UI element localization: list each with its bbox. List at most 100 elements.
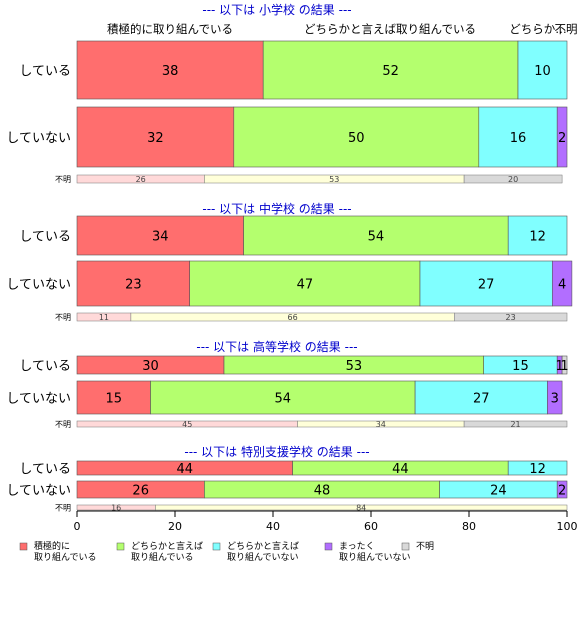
bar-segment [556,480,568,499]
data-label: 15 [512,359,529,374]
bar-segment [478,106,558,168]
group-title: --- 以下は 小学校 の結果 --- [202,2,351,17]
unknown-segment [463,420,568,428]
data-label: 16 [510,131,527,146]
data-label: 52 [382,64,399,79]
column-header: 不明 [555,22,578,36]
legend-label: 取り組んでいる [34,551,97,563]
data-label: 10 [534,64,551,79]
unknown-data-label: 16 [111,504,121,513]
data-label: 15 [105,392,122,407]
data-label: 4 [558,278,566,293]
row-label: している [19,462,71,477]
data-label: 27 [473,392,490,407]
bar-segment [76,106,235,168]
legend-label: 不明 [416,541,434,552]
bar-segment [150,380,416,415]
legend-swatch [212,542,221,551]
x-tick-label: 40 [266,520,280,533]
bar-segment [419,260,553,307]
bar-segment [517,40,568,100]
legend-swatch [324,542,333,551]
x-tick-label: 80 [462,520,476,533]
data-label: 1 [560,359,568,374]
row-label: している [19,359,71,374]
bar-segment [556,106,568,168]
unknown-data-label: 84 [356,504,366,513]
column-header: どちらかと言えば取り組んでいる [304,22,476,36]
legend-label: 積極的に [34,540,70,552]
bar-segment [561,355,568,375]
unknown-data-label: 21 [510,420,520,429]
bar-segment [233,106,480,168]
legend-swatch [116,542,125,551]
data-label: 53 [346,359,363,374]
unknown-segment [454,312,568,322]
data-label: 50 [348,131,365,146]
unknown-row-label: 不明 [55,313,71,322]
legend-swatch [19,542,28,551]
bar-segment [507,215,568,256]
legend-label: どちらかと言えば [227,540,299,552]
unknown-data-label: 23 [506,313,516,322]
unknown-data-label: 11 [99,313,109,322]
bar-segment [414,380,548,415]
legend-label: どちらかと言えば [131,540,203,552]
bar-segment [547,380,563,415]
data-label: 27 [478,278,495,293]
legend-label: 取り組んでいる [131,551,194,563]
bar-segment [551,260,573,307]
row-label: している [19,64,71,79]
group-title: --- 以下は 中学校 の結果 --- [202,201,351,216]
data-label: 38 [162,64,179,79]
data-label: 34 [152,230,169,245]
group-title: --- 以下は 特別支援学校 の結果 --- [184,444,369,459]
legend-label: まったく [339,541,375,552]
data-label: 30 [142,359,159,374]
x-tick-label: 0 [74,520,81,533]
unknown-data-label: 45 [182,420,192,429]
row-label: していない [6,484,71,499]
x-tick-label: 20 [168,520,182,533]
data-label: 48 [314,484,331,499]
bar-segment [507,460,568,476]
row-label: している [19,230,71,245]
column-header: 積極的に取り組んでいる [107,22,233,36]
data-label: 23 [125,278,142,293]
unknown-data-label: 66 [288,313,298,322]
unknown-segment [155,504,568,511]
column-header: どちらか… [509,22,567,36]
row-label: していない [6,131,71,146]
data-label: 12 [529,230,546,245]
data-label: 12 [529,462,546,477]
x-tick-label: 60 [364,520,378,533]
unknown-data-label: 53 [329,175,339,184]
bar-segment [243,215,509,256]
data-label: 26 [132,484,149,499]
data-label: 54 [275,392,292,407]
unknown-segment [463,174,563,184]
x-tick-label: 100 [557,520,578,533]
data-label: 32 [147,131,164,146]
bar-segment [76,380,151,415]
unknown-row-label: 不明 [55,504,71,513]
group-title: --- 以下は 高等学校 の結果 --- [196,339,357,354]
legend-label: 取り組んでいない [339,551,411,563]
data-label: 2 [558,131,566,146]
data-label: 54 [368,230,385,245]
unknown-row-label: 不明 [55,175,71,184]
row-label: していない [6,392,71,407]
bar-segment [262,40,519,100]
data-label: 1 [556,359,564,374]
row-label: していない [6,278,71,293]
unknown-row-label: 不明 [55,420,71,429]
data-label: 44 [392,462,409,477]
unknown-data-label: 34 [376,420,386,429]
bar-segment [76,260,190,307]
unknown-data-label: 26 [136,175,146,184]
data-label: 2 [558,484,566,499]
data-label: 47 [297,278,314,293]
bar-segment [189,260,421,307]
unknown-data-label: 20 [508,175,518,184]
